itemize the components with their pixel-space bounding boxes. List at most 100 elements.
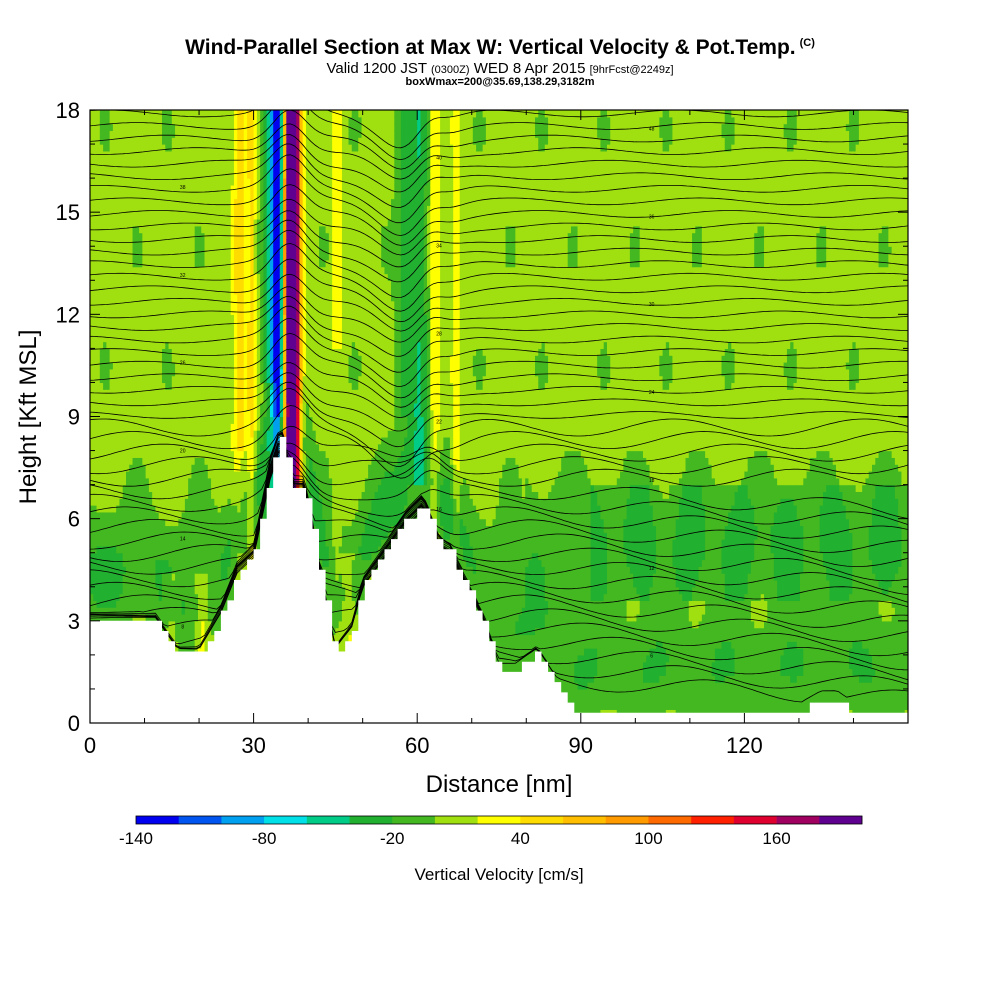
field-cell — [90, 450, 94, 458]
field-cell — [263, 334, 268, 343]
field-cell — [204, 491, 209, 499]
field-cell — [112, 355, 117, 363]
field-cell — [152, 348, 157, 356]
field-cell — [93, 484, 98, 493]
field-cell — [161, 396, 166, 404]
field-cell — [145, 110, 150, 118]
field-cell — [103, 239, 107, 247]
field-cell — [158, 511, 163, 520]
field-cell — [129, 110, 134, 118]
field-cell — [165, 600, 170, 608]
field-cell — [139, 171, 143, 179]
field-cell — [155, 511, 160, 520]
field-cell — [129, 321, 134, 329]
field-cell — [129, 532, 134, 540]
field-cell — [165, 157, 170, 166]
field-cell — [132, 232, 137, 241]
field-cell — [217, 416, 222, 424]
field-cell — [122, 464, 127, 472]
field-cell — [116, 402, 121, 411]
field-cell — [161, 137, 166, 145]
field-cell — [220, 130, 225, 138]
field-cell — [96, 314, 101, 322]
field-cell — [184, 178, 189, 186]
field-cell — [178, 532, 183, 540]
field-cell — [233, 191, 238, 200]
field-cell — [233, 498, 238, 506]
field-cell — [139, 300, 143, 309]
field-cell — [230, 212, 235, 220]
field-cell — [243, 545, 248, 554]
field-cell — [158, 600, 163, 608]
field-cell — [253, 144, 258, 152]
field-cell — [217, 593, 222, 601]
field-cell — [116, 423, 121, 431]
field-cell — [148, 477, 153, 486]
field-cell — [168, 205, 173, 213]
field-cell — [220, 450, 225, 458]
field-cell — [142, 607, 147, 615]
field-cell — [175, 116, 179, 125]
field-cell — [263, 287, 268, 295]
field-cell — [93, 157, 98, 166]
field-cell — [161, 239, 166, 247]
field-cell — [181, 157, 186, 166]
field-cell — [201, 212, 206, 220]
field-cell — [197, 436, 202, 445]
field-cell — [106, 518, 111, 527]
field-cell — [250, 368, 255, 377]
field-cell — [145, 293, 150, 302]
field-cell — [112, 443, 117, 452]
field-cell — [237, 130, 242, 138]
field-cell — [191, 464, 196, 472]
field-cell — [168, 402, 173, 411]
field-cell — [204, 355, 209, 363]
field-cell — [99, 130, 104, 138]
field-cell — [233, 218, 238, 227]
field-cell — [227, 436, 232, 445]
field-cell — [171, 321, 176, 329]
field-cell — [132, 505, 137, 513]
field-cell — [194, 198, 199, 206]
field-cell — [119, 239, 124, 247]
field-cell — [211, 327, 215, 336]
field-cell — [207, 573, 212, 581]
field-cell — [243, 470, 248, 479]
field-cell — [250, 184, 255, 193]
field-cell — [109, 539, 114, 547]
field-cell — [207, 246, 212, 254]
field-cell — [217, 334, 222, 343]
field-cell — [266, 430, 271, 438]
field-cell — [152, 375, 157, 384]
field-cell — [112, 511, 117, 520]
field-cell — [112, 436, 117, 445]
field-cell — [152, 273, 157, 281]
field-cell — [181, 348, 186, 356]
field-cell — [175, 539, 179, 547]
field-cell — [237, 573, 242, 581]
field-cell — [122, 573, 127, 581]
field-cell — [201, 116, 206, 125]
field-cell — [237, 416, 242, 424]
field-cell — [139, 348, 143, 356]
field-cell — [211, 225, 215, 234]
field-cell — [116, 157, 121, 166]
field-cell — [175, 273, 179, 281]
field-cell — [224, 157, 229, 166]
field-cell — [129, 545, 134, 554]
field-cell — [188, 362, 193, 370]
field-cell — [191, 137, 196, 145]
field-cell — [175, 573, 179, 581]
field-cell — [96, 246, 101, 254]
field-cell — [197, 423, 202, 431]
field-cell — [90, 498, 94, 506]
field-cell — [247, 110, 251, 118]
field-cell — [184, 436, 189, 445]
field-cell — [161, 423, 166, 431]
field-cell — [253, 450, 258, 458]
field-cell — [93, 232, 98, 241]
field-cell — [165, 123, 170, 132]
field-cell — [207, 464, 212, 472]
field-cell — [139, 280, 143, 288]
field-cell — [240, 191, 245, 200]
